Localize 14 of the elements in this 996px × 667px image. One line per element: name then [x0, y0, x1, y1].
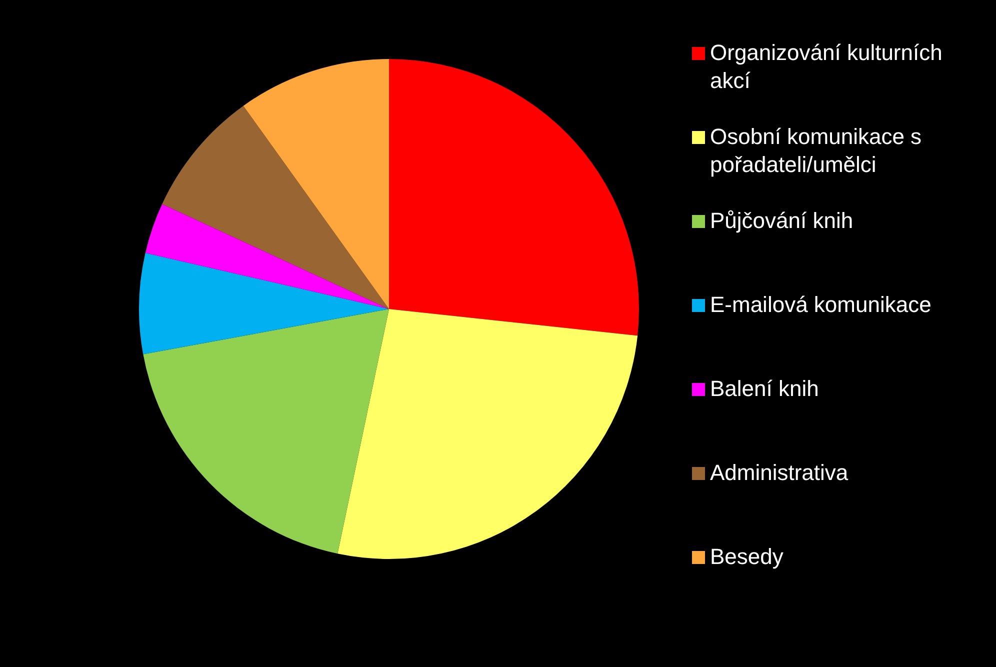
- pie-slice: [243, 59, 389, 309]
- legend-label: Administrativa: [710, 460, 849, 485]
- legend-label: Půjčování knih: [710, 208, 854, 233]
- legend-label: Balení knih: [710, 376, 819, 401]
- pie-slice: [389, 59, 639, 336]
- pie-slice: [139, 252, 389, 354]
- legend-label: Osobní komunikace s pořadateli/umělci: [710, 124, 922, 177]
- legend-label: E-mailová komunikace: [710, 292, 932, 317]
- pie-slice: [162, 106, 389, 309]
- pie-slice: [143, 309, 389, 554]
- pie-slice: [145, 204, 389, 309]
- legend-label: Organizování kulturních akcí: [710, 40, 942, 93]
- legend-label: Besedy: [710, 544, 784, 569]
- pie-slice: [338, 309, 638, 559]
